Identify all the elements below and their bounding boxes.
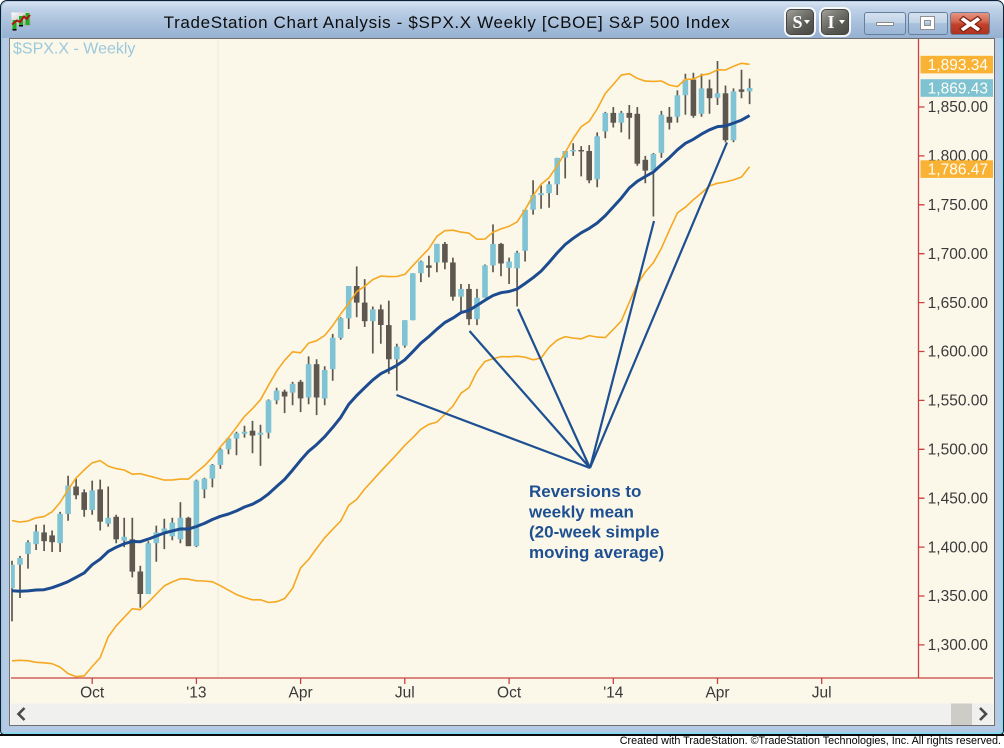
svg-text:1,550.00: 1,550.00 — [927, 393, 988, 410]
svg-text:1,300.00: 1,300.00 — [927, 637, 988, 654]
svg-text:1,500.00: 1,500.00 — [927, 442, 988, 459]
svg-text:1,893.34: 1,893.34 — [927, 57, 988, 74]
svg-text:1,750.00: 1,750.00 — [927, 197, 988, 214]
svg-text:1,400.00: 1,400.00 — [927, 539, 988, 556]
svg-text:1,600.00: 1,600.00 — [927, 344, 988, 361]
svg-text:$SPX.X - Weekly: $SPX.X - Weekly — [13, 41, 135, 58]
svg-text:1,650.00: 1,650.00 — [927, 295, 988, 312]
svg-text:1,869.43: 1,869.43 — [927, 80, 987, 97]
svg-text:1,850.00: 1,850.00 — [927, 99, 988, 116]
svg-text:Oct: Oct — [80, 685, 105, 702]
svg-text:Oct: Oct — [497, 685, 522, 702]
svg-text:Jul: Jul — [394, 685, 414, 702]
svg-text:1,786.47: 1,786.47 — [927, 162, 987, 179]
svg-text:Jul: Jul — [811, 685, 831, 702]
svg-text:'13: '13 — [186, 685, 206, 702]
svg-text:'14: '14 — [603, 685, 624, 702]
svg-text:Apr: Apr — [705, 685, 729, 702]
svg-text:1,700.00: 1,700.00 — [927, 246, 988, 263]
svg-text:Apr: Apr — [288, 685, 312, 702]
svg-text:1,350.00: 1,350.00 — [927, 588, 988, 605]
svg-text:1,450.00: 1,450.00 — [927, 490, 988, 507]
